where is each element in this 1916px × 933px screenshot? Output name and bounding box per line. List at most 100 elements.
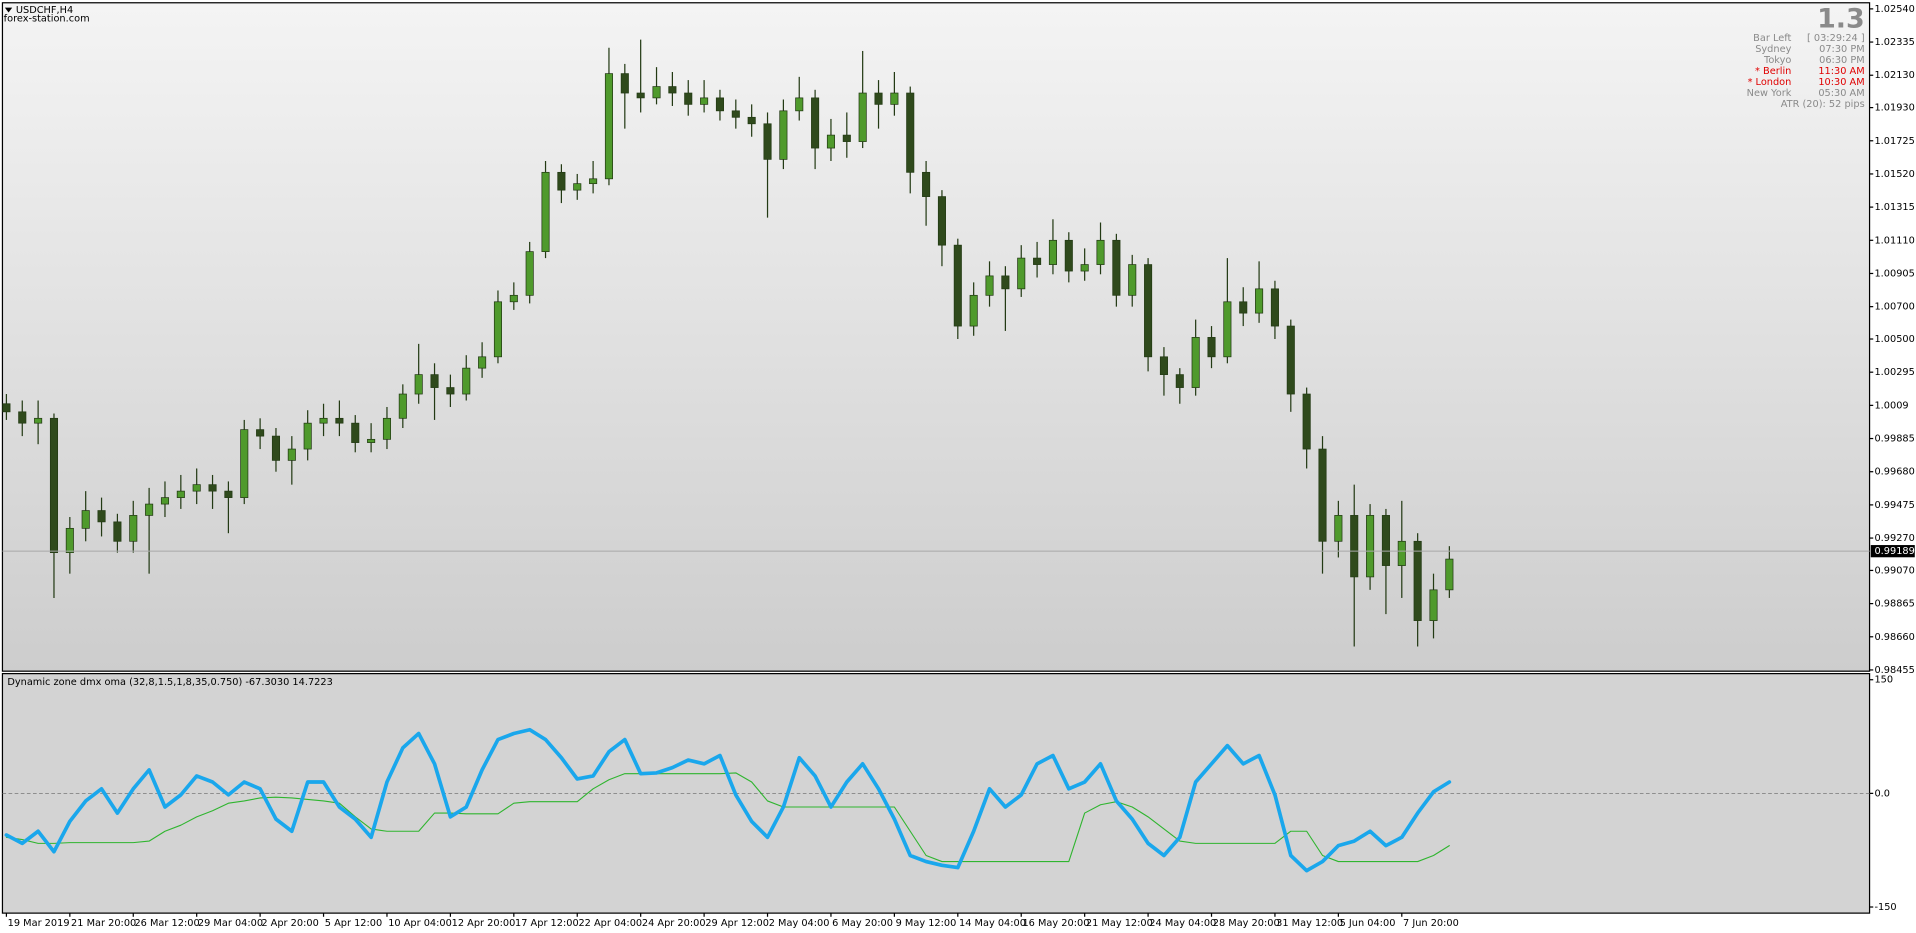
- y-tick-label: 1.00700: [1874, 302, 1914, 313]
- info-footer: ATR (20): 52 pips: [1781, 99, 1865, 110]
- candle-body: [1239, 301, 1248, 314]
- candle-body: [604, 73, 613, 180]
- x-tick-label: 26 Mar 12:00: [134, 918, 199, 929]
- x-tick-label: 5 Apr 12:00: [325, 918, 382, 929]
- y-tick-label: 0.98455: [1874, 665, 1914, 676]
- candle-body: [890, 92, 899, 105]
- candle-body: [256, 429, 265, 437]
- candle-body: [906, 92, 915, 173]
- main-panel: [1, 2, 1871, 672]
- candle-body: [1381, 515, 1390, 566]
- x-tick-label: 5 Jun 04:00: [1340, 918, 1396, 929]
- info-value: 06:30 PM: [1819, 55, 1865, 66]
- watermark: forex-station.com: [4, 14, 90, 25]
- info-label: Sydney: [1755, 44, 1791, 55]
- candle-body: [1144, 264, 1153, 358]
- y-tick-label: -150: [1874, 902, 1896, 913]
- candle-body: [589, 178, 598, 185]
- candle-body: [652, 86, 661, 99]
- candle-body: [271, 435, 281, 461]
- candle-body: [65, 527, 74, 553]
- candle-body: [985, 275, 994, 296]
- candle-body: [382, 417, 392, 440]
- candle-body: [192, 484, 201, 492]
- candle-body: [1366, 515, 1375, 578]
- info-label: Bar Left: [1753, 33, 1791, 44]
- candle-body: [1223, 301, 1232, 358]
- x-tick-label: 7 Jun 20:00: [1403, 918, 1459, 929]
- candle-body: [1270, 288, 1279, 327]
- y-tick-label: 0.99885: [1874, 434, 1914, 445]
- y-tick-label: 1.02540: [1874, 4, 1914, 15]
- info-label: * London: [1748, 77, 1792, 88]
- candle-body: [398, 393, 407, 419]
- candle-body: [145, 503, 154, 516]
- x-tick-label: 29 Mar 04:00: [198, 918, 263, 929]
- candle-body: [160, 497, 170, 505]
- indicator-panel: [1, 673, 1871, 914]
- candle-body: [176, 490, 185, 498]
- y-tick-label: 1.01315: [1874, 202, 1914, 213]
- candle-body: [795, 97, 804, 112]
- candle-body: [1429, 589, 1438, 621]
- x-tick-label: 6 May 20:00: [832, 918, 893, 929]
- candle-body: [240, 429, 249, 498]
- candle-body: [18, 411, 27, 424]
- candle-body: [1191, 337, 1200, 388]
- candle-body: [113, 521, 122, 542]
- x-tick-label: 2 Apr 20:00: [261, 918, 318, 929]
- y-tick-label: 1.00905: [1874, 268, 1914, 279]
- x-tick-label: 19 Mar 2019: [8, 918, 70, 929]
- y-tick-label: 0.0: [1874, 788, 1890, 799]
- candle-body: [1080, 264, 1089, 272]
- candle-body: [937, 196, 946, 246]
- candle-body: [763, 123, 772, 160]
- candle-body: [636, 92, 645, 99]
- y-tick-label: 1.00500: [1874, 334, 1914, 345]
- candle-body: [1159, 356, 1168, 375]
- candle-body: [1112, 239, 1121, 296]
- candle-body: [715, 97, 724, 112]
- y-tick-label: 150: [1874, 675, 1893, 686]
- y-tick-label: 1.01930: [1874, 103, 1914, 114]
- symbol-title: USDCHF,H4: [16, 5, 73, 16]
- y-tick-label: 0.99270: [1874, 533, 1914, 544]
- y-tick-label: 1.02130: [1874, 70, 1914, 81]
- candle-body: [1334, 515, 1343, 542]
- candle-body: [414, 374, 423, 395]
- candle-body: [1064, 239, 1073, 272]
- candle-body: [287, 448, 296, 461]
- y-tick-label: 1.01110: [1874, 235, 1914, 246]
- info-value: 10:30 AM: [1818, 77, 1864, 88]
- candle-body: [874, 92, 883, 105]
- candle-body: [1001, 275, 1010, 290]
- candle-body: [747, 116, 756, 125]
- candle-body: [953, 244, 962, 327]
- last-price-label: 0.99189: [1874, 546, 1914, 557]
- candle-body: [1128, 264, 1137, 296]
- candle-body: [1413, 540, 1422, 621]
- candle-body: [462, 367, 471, 395]
- candle-body: [208, 484, 217, 492]
- candle-body: [224, 490, 233, 498]
- x-tick-label: 2 May 04:00: [769, 918, 830, 929]
- candle-body: [1207, 337, 1216, 358]
- candle-body: [351, 422, 360, 443]
- candle-body: [573, 183, 582, 191]
- y-tick-label: 0.99070: [1874, 565, 1914, 576]
- x-tick-label: 31 May 12:00: [1276, 918, 1343, 929]
- info-value: 07:30 PM: [1819, 44, 1865, 55]
- symbol-menu-arrow[interactable]: [4, 7, 13, 13]
- candle-body: [493, 301, 502, 358]
- x-tick-label: 21 May 12:00: [1086, 918, 1153, 929]
- candles: [2, 39, 1454, 647]
- candle-body: [1033, 257, 1042, 265]
- candle-body: [1017, 257, 1026, 290]
- candle-body: [97, 510, 106, 523]
- info-label: * Berlin: [1755, 66, 1791, 77]
- x-tick-label: 28 May 20:00: [1213, 918, 1280, 929]
- candle-body: [1096, 239, 1105, 265]
- x-tick-label: 16 May 20:00: [1022, 918, 1089, 929]
- y-tick-label: 1.02335: [1874, 37, 1914, 48]
- candle-body: [858, 92, 867, 142]
